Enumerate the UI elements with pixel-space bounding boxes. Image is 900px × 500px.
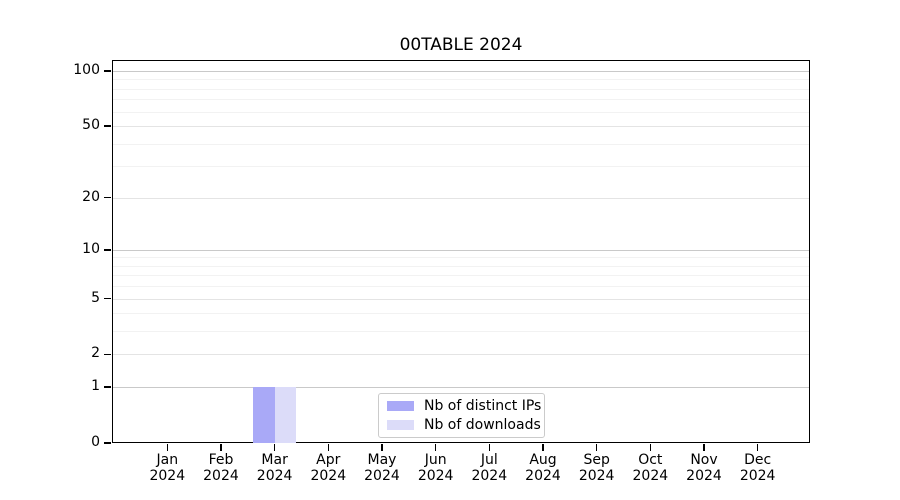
- x-tick-year: 2024: [632, 468, 669, 484]
- y-tick-label: 20: [82, 188, 100, 205]
- y-tick-mark: [104, 353, 111, 356]
- y-tick-label: 50: [82, 117, 100, 134]
- gridline-decade: [113, 387, 809, 389]
- x-tick-label: Jul 2024: [457, 452, 521, 484]
- gridline-minor: [113, 257, 809, 259]
- x-tick-mark: [381, 444, 383, 451]
- x-tick-month: Oct: [638, 452, 663, 468]
- legend-swatch: [387, 400, 414, 411]
- x-tick-label: Jan 2024: [135, 452, 199, 484]
- gridline-minor: [113, 88, 809, 90]
- x-tick-mark: [703, 444, 705, 451]
- gridline-major: [113, 298, 809, 300]
- y-tick-label: 0: [91, 434, 100, 450]
- x-tick-month: Sep: [583, 452, 610, 468]
- gridline-minor: [113, 143, 809, 145]
- chart-title: 00TABLE 2024: [399, 35, 523, 55]
- x-tick-year: 2024: [471, 468, 508, 484]
- y-tick-mark: [104, 297, 111, 300]
- gridline-minor: [113, 313, 809, 315]
- x-tick-label: Mar 2024: [243, 452, 307, 484]
- gridline-minor: [113, 265, 809, 267]
- x-tick-label: Aug 2024: [511, 452, 575, 484]
- x-tick-year: 2024: [256, 468, 293, 484]
- gridline-minor: [113, 99, 809, 101]
- x-tick-mark: [649, 444, 652, 451]
- x-tick-label: Dec 2024: [726, 452, 790, 484]
- x-tick-mark: [327, 444, 330, 451]
- legend-row: Nb of distinct IPs: [379, 398, 544, 414]
- x-tick-year: 2024: [203, 468, 239, 484]
- x-tick-label: Jun 2024: [404, 452, 468, 484]
- legend: Nb of distinct IPs Nb of downloads: [378, 393, 545, 438]
- x-tick-mark: [488, 444, 491, 451]
- x-tick-mark: [273, 444, 276, 451]
- gridline-minor: [113, 331, 809, 333]
- legend-label: Nb of downloads: [424, 417, 541, 434]
- x-tick-year: 2024: [739, 468, 776, 484]
- x-tick-label: Oct 2024: [618, 452, 682, 484]
- y-tick-label: 5: [91, 289, 100, 306]
- x-tick-month: Dec: [744, 452, 772, 468]
- y-tick-label: 100: [73, 62, 100, 78]
- x-tick-label: Apr 2024: [296, 452, 360, 484]
- x-tick-month: Feb: [208, 452, 234, 468]
- gridline-decade: [113, 71, 809, 72]
- y-tick-label: 2: [91, 345, 100, 362]
- x-tick-mark: [220, 444, 222, 451]
- x-tick-year: 2024: [149, 468, 186, 484]
- x-tick-month: Nov: [690, 452, 718, 468]
- x-tick-mark: [434, 444, 437, 451]
- y-tick-mark: [104, 125, 111, 127]
- x-tick-year: 2024: [364, 468, 400, 484]
- x-tick-month: Jul: [480, 452, 498, 468]
- x-tick-month: Jun: [424, 452, 447, 468]
- gridline-minor: [113, 79, 809, 81]
- x-tick-mark: [756, 444, 759, 451]
- x-tick-month: Apr: [316, 452, 341, 468]
- gridline-minor: [113, 111, 809, 113]
- x-tick-month: Aug: [529, 452, 557, 468]
- y-tick-mark: [104, 248, 111, 251]
- x-tick-year: 2024: [525, 468, 561, 484]
- x-tick-year: 2024: [686, 468, 722, 484]
- plot-area: [112, 60, 810, 443]
- y-tick-mark: [104, 70, 111, 72]
- y-tick-mark: [104, 196, 111, 199]
- bar-nb-of-downloads: [274, 387, 297, 443]
- bar-nb-of-distinct-ips: [253, 387, 275, 443]
- x-tick-month: May: [367, 452, 397, 468]
- x-tick-month: Jan: [156, 452, 179, 468]
- x-tick-year: 2024: [578, 468, 615, 484]
- gridline-decade: [113, 249, 809, 251]
- gridline-major: [113, 354, 809, 356]
- x-tick-label: Feb 2024: [189, 452, 253, 484]
- gridline-minor: [113, 166, 809, 168]
- x-tick-year: 2024: [310, 468, 347, 484]
- gridline-major: [113, 126, 809, 128]
- y-tick-label: 1: [91, 378, 100, 395]
- y-tick-mark: [104, 386, 111, 388]
- x-tick-month: Mar: [261, 452, 288, 468]
- gridline-minor: [113, 286, 809, 288]
- x-tick-label: May 2024: [350, 452, 414, 484]
- x-tick-year: 2024: [417, 468, 454, 484]
- x-tick-mark: [542, 444, 544, 451]
- gridline-minor: [113, 275, 809, 277]
- legend-row: Nb of downloads: [379, 417, 544, 433]
- y-tick-mark: [104, 442, 111, 444]
- gridline-major: [113, 197, 809, 199]
- x-tick-mark: [595, 444, 598, 451]
- x-tick-label: Sep 2024: [565, 452, 629, 484]
- x-tick-label: Nov 2024: [672, 452, 736, 484]
- x-tick-mark: [166, 444, 169, 451]
- legend-swatch: [387, 420, 414, 431]
- legend-label: Nb of distinct IPs: [424, 397, 542, 414]
- y-tick-label: 10: [82, 240, 100, 257]
